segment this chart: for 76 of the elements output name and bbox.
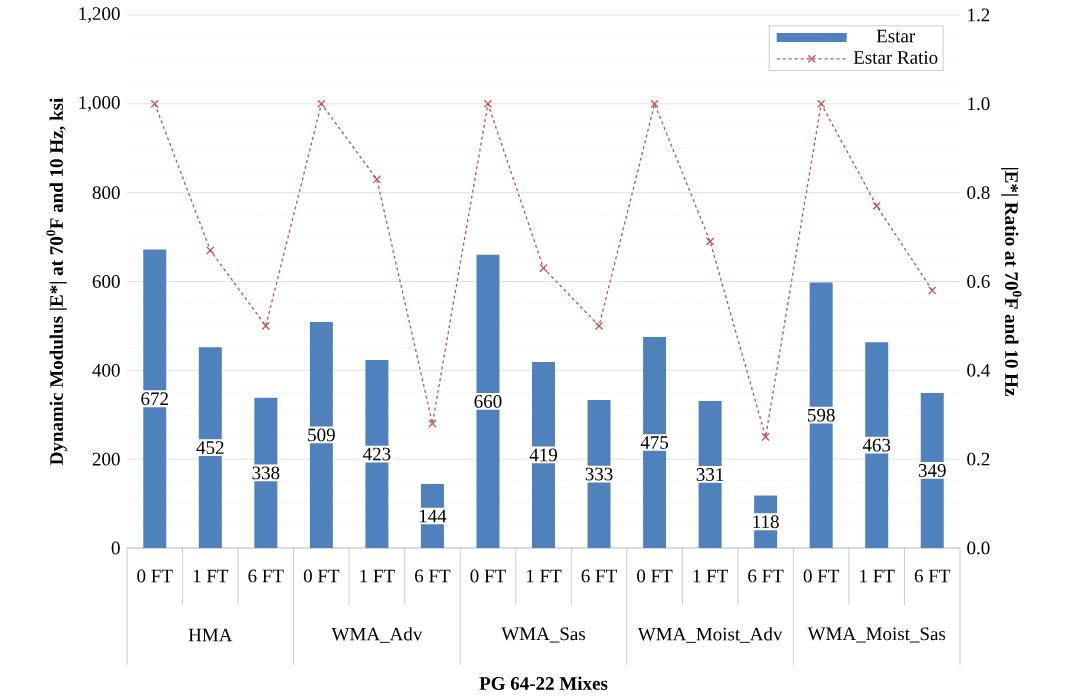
y-tick-label: 400 <box>92 363 120 377</box>
bar <box>865 342 889 548</box>
point <box>872 201 881 211</box>
bar <box>309 321 333 548</box>
data-label: 144 <box>419 509 447 523</box>
y2-axis-title: |E*| Ratio at 70$^{0}$F and 10 Hz <box>1001 167 1022 396</box>
x-tick-label: 1 FT <box>860 569 895 583</box>
x-axis-title: PG 64-22 Mixes <box>479 676 608 690</box>
legend-label: Estar Ratio <box>853 51 938 64</box>
x-tick-label: 0 FT <box>803 569 840 583</box>
point <box>539 263 548 273</box>
x-tick-label: 0 FT <box>137 569 173 583</box>
point <box>261 321 271 330</box>
x-tick-label: 1 FT <box>193 569 229 583</box>
point <box>150 99 159 108</box>
y-tick-label: 200 <box>92 452 120 466</box>
data-label: 419 <box>529 448 557 462</box>
y2-tick-label: 1.0 <box>968 97 990 111</box>
point <box>428 419 437 428</box>
data-label: 423 <box>363 447 391 461</box>
x-tick-label: 6 FT <box>248 569 284 583</box>
bar <box>476 254 500 548</box>
text: HMA <box>188 628 233 642</box>
data-label: 660 <box>474 394 502 408</box>
y-tick-label: 800 <box>92 186 120 199</box>
x-tick-label: 6 FT <box>748 569 784 583</box>
x-tick-label: 0 FT <box>637 569 673 583</box>
point <box>816 99 826 108</box>
text: WMA_Adv <box>331 627 423 643</box>
x-tick-label: 1 FT <box>360 569 395 583</box>
y2-tick-label: 0.0 <box>967 541 990 555</box>
x-tick-label: 0 FT <box>470 569 506 583</box>
y-tick-label: 0 <box>111 541 120 555</box>
point <box>761 432 770 442</box>
y-axis-title: Dynamic Modulus |E*| at 70$^{0}$F and 10 Hz, ksi <box>46 97 67 465</box>
y2-tick-label: 0.8 <box>967 186 990 199</box>
point <box>705 237 715 246</box>
data-label: 475 <box>640 436 669 449</box>
data-label: 331 <box>696 467 724 481</box>
data-label: 333 <box>585 467 613 481</box>
legend-label: Estar <box>876 29 916 43</box>
data-label: 349 <box>918 463 946 477</box>
bar <box>365 360 389 548</box>
point <box>928 286 937 295</box>
bar <box>809 282 833 548</box>
point <box>317 99 326 108</box>
data-label: 463 <box>862 438 891 452</box>
data-label: 452 <box>196 441 224 454</box>
x-tick-label: 6 FT <box>914 569 951 583</box>
y2-tick-label: 0.6 <box>967 274 990 288</box>
y2-tick-label: 0.4 <box>967 363 990 377</box>
point <box>206 246 215 255</box>
y2-tick-label: 0.2 <box>967 452 990 466</box>
data-label: 338 <box>252 466 280 480</box>
x-tick-label: 6 FT <box>581 569 617 583</box>
x-tick-label: 0 FT <box>303 569 340 583</box>
y-tick-label: 600 <box>92 274 120 288</box>
x-tick-label: 6 FT <box>415 569 451 583</box>
bar <box>143 249 167 548</box>
point <box>372 175 382 184</box>
point <box>650 99 659 108</box>
y2-tick-label: 1.2 <box>968 8 990 22</box>
x-tick-label: 1 FT <box>526 569 562 583</box>
bar <box>198 347 222 548</box>
data-label: 672 <box>141 392 168 406</box>
point <box>483 99 493 108</box>
text: WMA_Moist_Sas <box>807 627 946 643</box>
data-label: 598 <box>808 408 835 422</box>
text: WMA_Sas <box>501 627 586 643</box>
y-tick-label: 1,200 <box>79 7 120 23</box>
point <box>594 321 604 330</box>
data-label: 509 <box>308 428 335 442</box>
data-label: 118 <box>753 515 779 529</box>
text: WMA_Moist_Adv <box>637 627 783 643</box>
y-tick-label: 1,000 <box>79 95 120 112</box>
x-tick-label: 1 FT <box>693 569 728 583</box>
